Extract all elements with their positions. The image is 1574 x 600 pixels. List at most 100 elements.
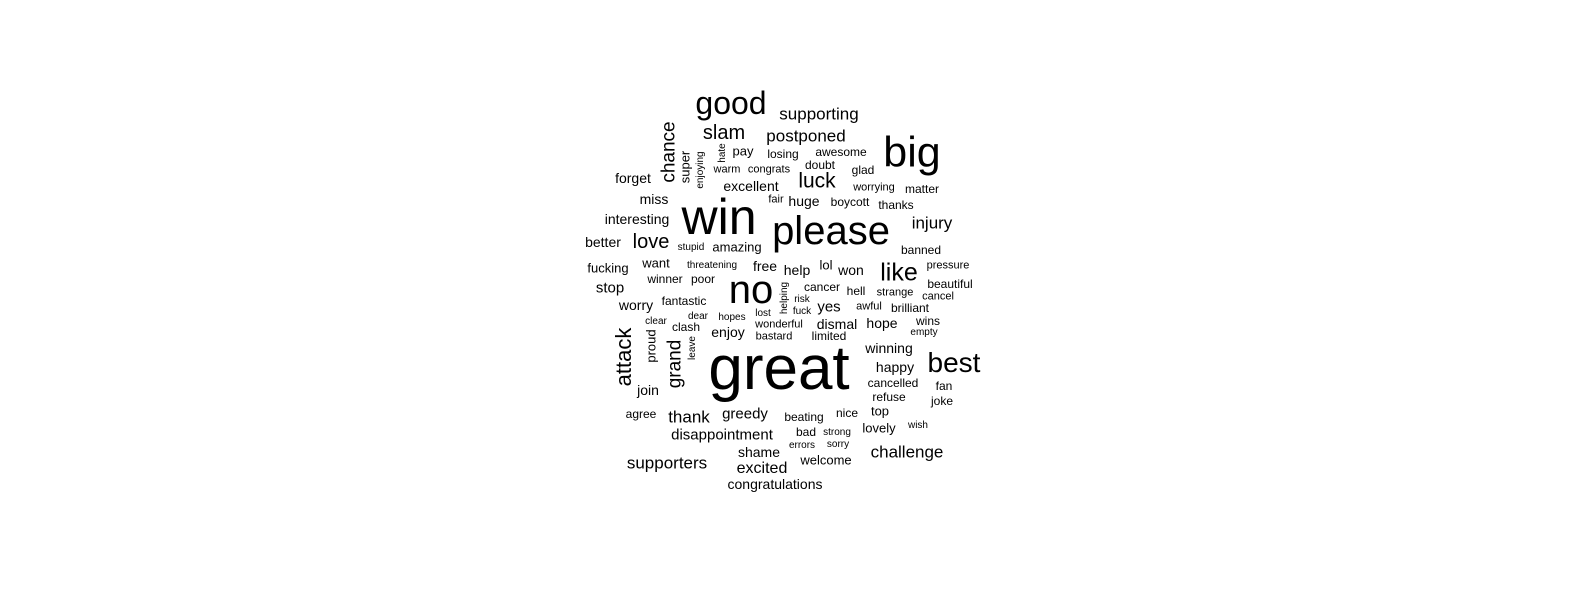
word-supporting: supporting xyxy=(779,104,859,124)
word-chance: chance xyxy=(658,121,680,183)
word-join: join xyxy=(637,382,659,398)
word-cancer: cancer xyxy=(803,280,841,294)
word-strong: strong xyxy=(823,427,851,438)
word-beautiful: beautiful xyxy=(927,277,973,291)
word-want: want xyxy=(642,255,670,271)
word-shame: shame xyxy=(737,444,781,460)
word-losing: losing xyxy=(767,147,799,161)
word-fair: fair xyxy=(768,193,784,206)
word-fan: fan xyxy=(935,379,953,393)
word-refuse: refuse xyxy=(872,390,906,404)
word-amazing: amazing xyxy=(712,239,762,255)
word-leave: leave xyxy=(687,336,698,360)
word-enjoying: enjoying xyxy=(695,151,706,189)
word-wins: wins xyxy=(915,314,941,328)
word-empty: empty xyxy=(910,327,938,338)
word-good: good xyxy=(695,85,767,121)
word-warm: warm xyxy=(713,163,741,176)
word-yes: yes xyxy=(817,298,841,316)
word-congrats: congrats xyxy=(747,163,791,176)
word-injury: injury xyxy=(911,213,953,233)
word-nice: nice xyxy=(835,406,859,420)
word-attack: attack xyxy=(611,327,636,387)
word-please: please xyxy=(772,209,890,253)
word-boycott: boycott xyxy=(830,195,870,209)
word-pressure: pressure xyxy=(926,259,970,272)
word-top: top xyxy=(870,403,890,419)
word-clash: clash xyxy=(671,320,701,334)
word-no: no xyxy=(728,268,774,312)
word-hope: hope xyxy=(866,315,898,331)
word-thank: thank xyxy=(668,407,710,427)
word-better: better xyxy=(585,234,621,250)
word-fuck: fuck xyxy=(792,306,812,317)
word-grand: grand xyxy=(664,339,686,389)
word-fucking: fucking xyxy=(587,260,629,276)
word-strange: strange xyxy=(876,286,914,299)
word-best: best xyxy=(927,347,981,378)
word-sorry: sorry xyxy=(826,439,850,450)
word-hopes: hopes xyxy=(718,312,746,323)
word-great: great xyxy=(708,334,850,403)
word-worry: worry xyxy=(618,297,654,313)
word-cancel: cancel xyxy=(922,290,954,303)
word-winner: winner xyxy=(647,272,683,286)
word-beating: beating xyxy=(784,410,824,424)
word-winning: winning xyxy=(865,340,913,356)
word-excellent: excellent xyxy=(723,178,779,194)
word-clear: clear xyxy=(645,316,667,327)
word-lost: lost xyxy=(755,308,771,319)
word-threatening: threatening xyxy=(686,260,738,271)
word-agree: agree xyxy=(625,407,657,421)
word-fantastic: fantastic xyxy=(661,294,707,308)
word-free: free xyxy=(752,258,778,274)
word-big: big xyxy=(883,128,941,177)
word-matter: matter xyxy=(904,182,940,196)
word-helping: helping xyxy=(779,281,790,315)
word-welcome: welcome xyxy=(800,452,852,468)
word-bad: bad xyxy=(795,425,817,439)
word-supporters: supporters xyxy=(626,453,708,473)
word-postponed: postponed xyxy=(766,126,846,146)
word-forget: forget xyxy=(615,170,651,186)
word-love: love xyxy=(632,231,670,253)
word-wonderful: wonderful xyxy=(755,318,803,331)
word-dismal: dismal xyxy=(816,316,858,332)
word-super: super xyxy=(677,150,693,184)
word-worrying: worrying xyxy=(853,181,895,194)
word-cancelled: cancelled xyxy=(867,376,919,390)
word-stupid: stupid xyxy=(677,242,705,253)
word-limited: limited xyxy=(811,329,847,343)
word-hate: hate xyxy=(717,143,728,163)
word-joke: joke xyxy=(930,394,954,408)
word-dear: dear xyxy=(687,311,709,322)
word-awesome: awesome xyxy=(815,145,867,159)
word-excited: excited xyxy=(736,460,788,477)
word-proud: proud xyxy=(643,329,659,363)
word-congratulations: congratulations xyxy=(727,476,823,492)
word-pay: pay xyxy=(732,143,754,159)
word-enjoy: enjoy xyxy=(711,324,745,340)
word-happy: happy xyxy=(875,359,915,375)
word-disappointment: disappointment xyxy=(671,426,773,444)
word-errors: errors xyxy=(788,440,816,451)
word-lol: lol xyxy=(819,257,833,273)
word-win: win xyxy=(681,189,757,245)
word-hell: hell xyxy=(846,284,866,298)
word-like: like xyxy=(880,258,918,287)
word-help: help xyxy=(783,262,811,278)
word-poor: poor xyxy=(690,272,716,286)
word-slam: slam xyxy=(702,122,746,144)
word-brilliant: brilliant xyxy=(890,301,930,315)
word-bastard: bastard xyxy=(755,330,793,343)
word-interesting: interesting xyxy=(604,211,670,227)
word-thanks: thanks xyxy=(878,198,914,212)
word-luck: luck xyxy=(798,169,836,193)
word-banned: banned xyxy=(900,243,942,257)
word-stop: stop xyxy=(595,279,625,297)
word-miss: miss xyxy=(639,191,669,207)
word-risk: risk xyxy=(794,294,810,305)
word-wish: wish xyxy=(907,420,929,431)
word-won: won xyxy=(838,262,864,278)
